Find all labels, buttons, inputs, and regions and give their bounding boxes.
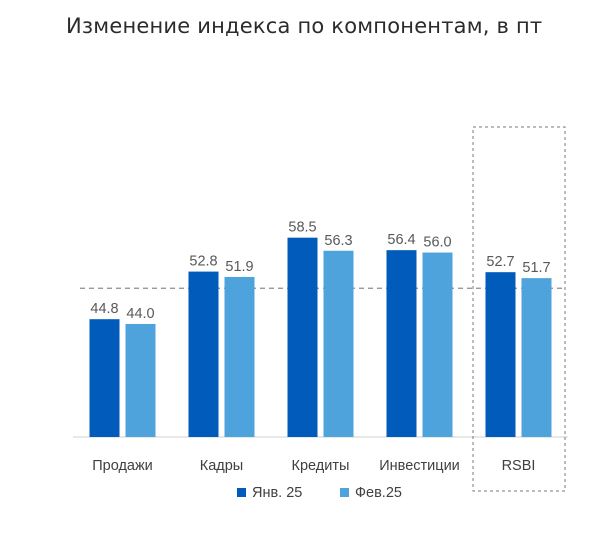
category-label-4: Инвестиции [379, 458, 460, 474]
data-label-feb-4: 56.0 [423, 235, 451, 251]
chart-title: Изменение индекса по компонентам, в пт [66, 14, 543, 38]
category-label-1: Продажи [92, 458, 153, 474]
bar-feb-5 [521, 278, 552, 437]
data-label-feb-3: 56.3 [324, 233, 352, 249]
bar-feb-4 [422, 252, 453, 437]
category-label-3: Кредиты [292, 458, 350, 474]
data-label-feb-2: 51.9 [225, 259, 253, 275]
category-label-5: RSBI [502, 458, 536, 474]
bar-jan-3 [287, 237, 318, 437]
legend-swatch-1 [237, 488, 246, 497]
bar-feb-3 [323, 250, 354, 437]
data-label-feb-1: 44.0 [126, 306, 154, 322]
bar-jan-4 [386, 250, 417, 437]
data-label-jan-1: 44.8 [90, 301, 118, 317]
category-label-2: Кадры [200, 458, 243, 474]
legend-label-1: Янв. 25 [252, 485, 302, 501]
data-label-jan-3: 58.5 [288, 220, 316, 236]
bar-feb-1 [125, 323, 156, 437]
data-label-feb-5: 51.7 [522, 260, 550, 276]
bar-jan-2 [188, 271, 219, 437]
data-label-jan-2: 52.8 [189, 254, 217, 270]
data-label-jan-4: 56.4 [387, 232, 415, 248]
data-label-jan-5: 52.7 [486, 254, 514, 270]
legend-label-2: Фев.25 [355, 485, 402, 501]
legend-swatch-2 [340, 488, 349, 497]
bar-feb-2 [224, 276, 255, 437]
bar-jan-5 [485, 272, 516, 437]
bar-jan-1 [89, 319, 120, 437]
